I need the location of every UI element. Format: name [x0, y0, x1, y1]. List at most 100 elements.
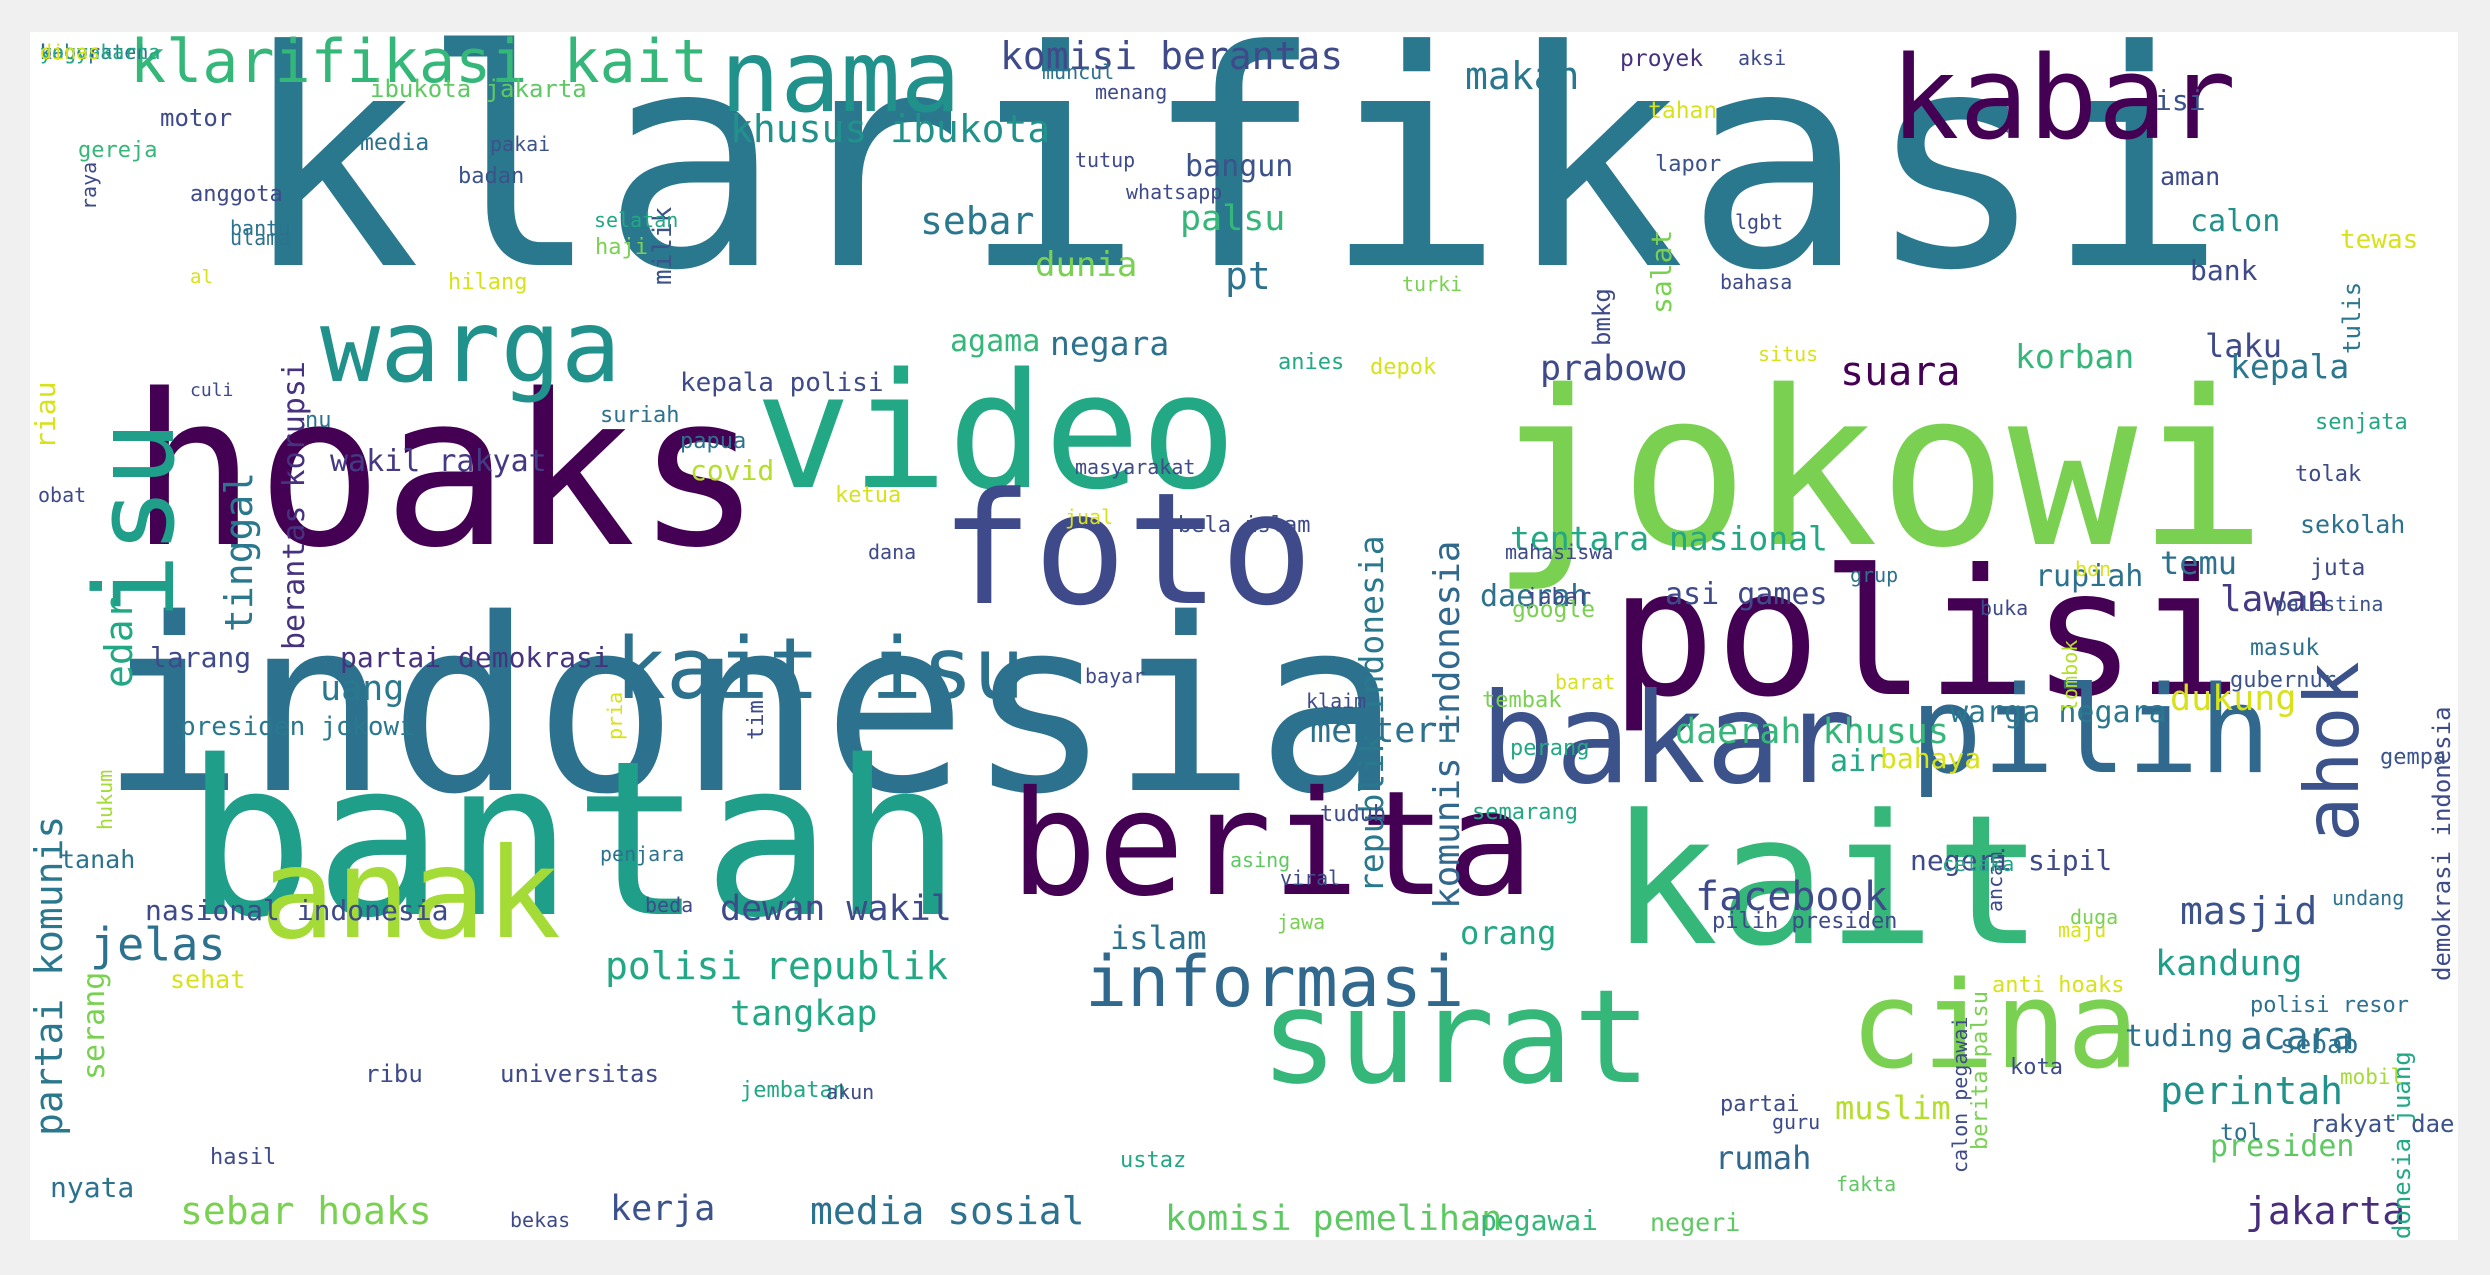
cloud-word: tuduh: [1320, 802, 1387, 827]
cloud-word: celaka: [1942, 852, 2015, 876]
cloud-word: masyarakat: [1075, 455, 1196, 479]
cloud-word: lawan: [2220, 579, 2329, 620]
cloud-word: rumah: [1715, 1139, 1812, 1177]
cloud-word: komisi berantas: [1000, 34, 1344, 78]
cloud-word: raya: [77, 161, 101, 210]
cloud-word: isu: [71, 421, 199, 620]
cloud-word: indonesia: [100, 567, 1401, 847]
cloud-word: air: [1830, 744, 1885, 779]
cloud-word: nama: [720, 32, 961, 135]
cloud-word: bekas: [510, 1208, 571, 1232]
cloud-word: kota: [2010, 1055, 2063, 1080]
cloud-word: asing: [1230, 848, 1291, 872]
cloud-word: mobil: [2340, 1065, 2404, 1089]
cloud-word: universitas: [500, 1060, 659, 1088]
cloud-word: depok: [1370, 355, 1437, 380]
cloud-word: bantah: [185, 714, 962, 965]
cloud-word: bon: [2075, 557, 2112, 581]
cloud-word: larang: [150, 641, 252, 674]
cloud-word: ketua: [835, 483, 902, 508]
cloud-word: presiden jokowi: [180, 712, 415, 742]
cloud-word: semarang: [1472, 800, 1578, 825]
cloud-word: sebar hoaks: [180, 1189, 432, 1233]
cloud-word: pt: [1225, 254, 1271, 298]
cloud-word: bayar: [1085, 664, 1146, 688]
cloud-word: bahaya: [1880, 742, 1982, 775]
cloud-word: bank: [2190, 254, 2258, 287]
cloud-word: temu: [2160, 544, 2238, 582]
cloud-word: asi games: [1665, 577, 1828, 612]
cloud-word: wakil rakyat: [330, 444, 547, 479]
cloud-word: uang: [320, 669, 405, 709]
cloud-word: berita palsu: [1968, 991, 1993, 1151]
cloud-word: partai: [1720, 1092, 1800, 1117]
cloud-word: kabupaten: [40, 40, 149, 64]
cloud-word: makan: [1465, 54, 1580, 98]
cloud-word: masjid: [2180, 889, 2318, 933]
cloud-word: daerah khusus: [1675, 712, 1949, 752]
cloud-word: aksi: [1738, 46, 1787, 70]
cloud-word: korban: [2015, 337, 2135, 376]
cloud-word: fakta: [1836, 1172, 1897, 1196]
cloud-word: menteri: [1310, 711, 1458, 751]
cloud-word: pilih presiden: [1712, 909, 1898, 934]
cloud-word: pilih: [1910, 662, 2272, 801]
cloud-word: daerah: [1480, 579, 1589, 614]
cloud-word: lgbt: [1735, 210, 1784, 234]
cloud-word: tentara nasional: [1510, 519, 1828, 558]
cloud-word: proyek: [1620, 46, 1704, 72]
cloud-word: kepala polisi: [680, 368, 884, 398]
cloud-word: anies: [1278, 350, 1345, 375]
cloud-word: palsu: [1180, 199, 1286, 239]
cloud-word: hilang: [448, 270, 528, 295]
cloud-word: bmkg: [1588, 287, 1616, 346]
cloud-word: turki: [1402, 272, 1463, 296]
cloud-word: dewan wakil: [720, 889, 952, 929]
cloud-word: pria: [603, 691, 627, 740]
cloud-word: tulis: [2338, 281, 2366, 354]
cloud-word: negara: [1050, 324, 1170, 363]
cloud-word: media sosial: [810, 1189, 1085, 1233]
cloud-word: lapor: [1655, 152, 1722, 177]
cloud-word: tembak: [1482, 688, 1562, 713]
cloud-word: anak: [260, 822, 562, 967]
cloud-word: tim: [744, 699, 769, 740]
cloud-word: perang: [1510, 736, 1590, 761]
cloud-word: bantu: [230, 216, 291, 240]
cloud-word: orang: [1460, 914, 1557, 952]
cloud-word: kabar: [1890, 32, 2237, 166]
cloud-word: culi: [190, 380, 234, 401]
cloud-word: facebook: [1695, 874, 1888, 920]
cloud-word: cina: [1850, 957, 2139, 1096]
cloud-word: jokowi: [1490, 344, 2267, 595]
cloud-word: whatsapp: [1126, 180, 1223, 204]
cloud-word: papua: [680, 429, 747, 454]
cloud-word: presiden: [2210, 1129, 2355, 1164]
cloud-word: islam: [1110, 919, 1207, 957]
cloud-word: kait isu: [615, 620, 1025, 719]
cloud-word: dukung: [2170, 679, 2297, 719]
cloud-word: gempa: [2380, 745, 2447, 770]
cloud-word: salat: [1645, 229, 1678, 314]
cloud-word: jelas: [90, 918, 226, 971]
cloud-word: tuding: [2125, 1019, 2234, 1054]
cloud-word: rakyat daerah: [2310, 1110, 2458, 1138]
cloud-word: gubernur: [2230, 668, 2336, 693]
cloud-word: negeri: [1650, 1208, 1741, 1237]
cloud-word: jawa: [1277, 910, 1326, 934]
cloud-word: laku: [2205, 327, 2283, 365]
cloud-word: palestina: [2275, 592, 2384, 616]
cloud-word: tahan: [1648, 98, 1718, 124]
cloud-word: dana: [868, 540, 917, 564]
cloud-word: nasional indonesia: [145, 894, 449, 927]
cloud-word: ulama: [230, 226, 291, 250]
cloud-word: hasil: [210, 1145, 277, 1170]
cloud-word: kait: [1610, 777, 2044, 986]
cloud-word: ustaz: [1120, 1148, 1187, 1173]
cloud-word: suara: [1840, 349, 1961, 395]
cloud-word: polisi republik: [605, 944, 949, 988]
cloud-word: lombok: [2058, 639, 2082, 712]
cloud-word: polisi: [1610, 533, 2243, 736]
cloud-word: grup: [1850, 563, 1899, 587]
cloud-word: gereja: [78, 138, 158, 163]
